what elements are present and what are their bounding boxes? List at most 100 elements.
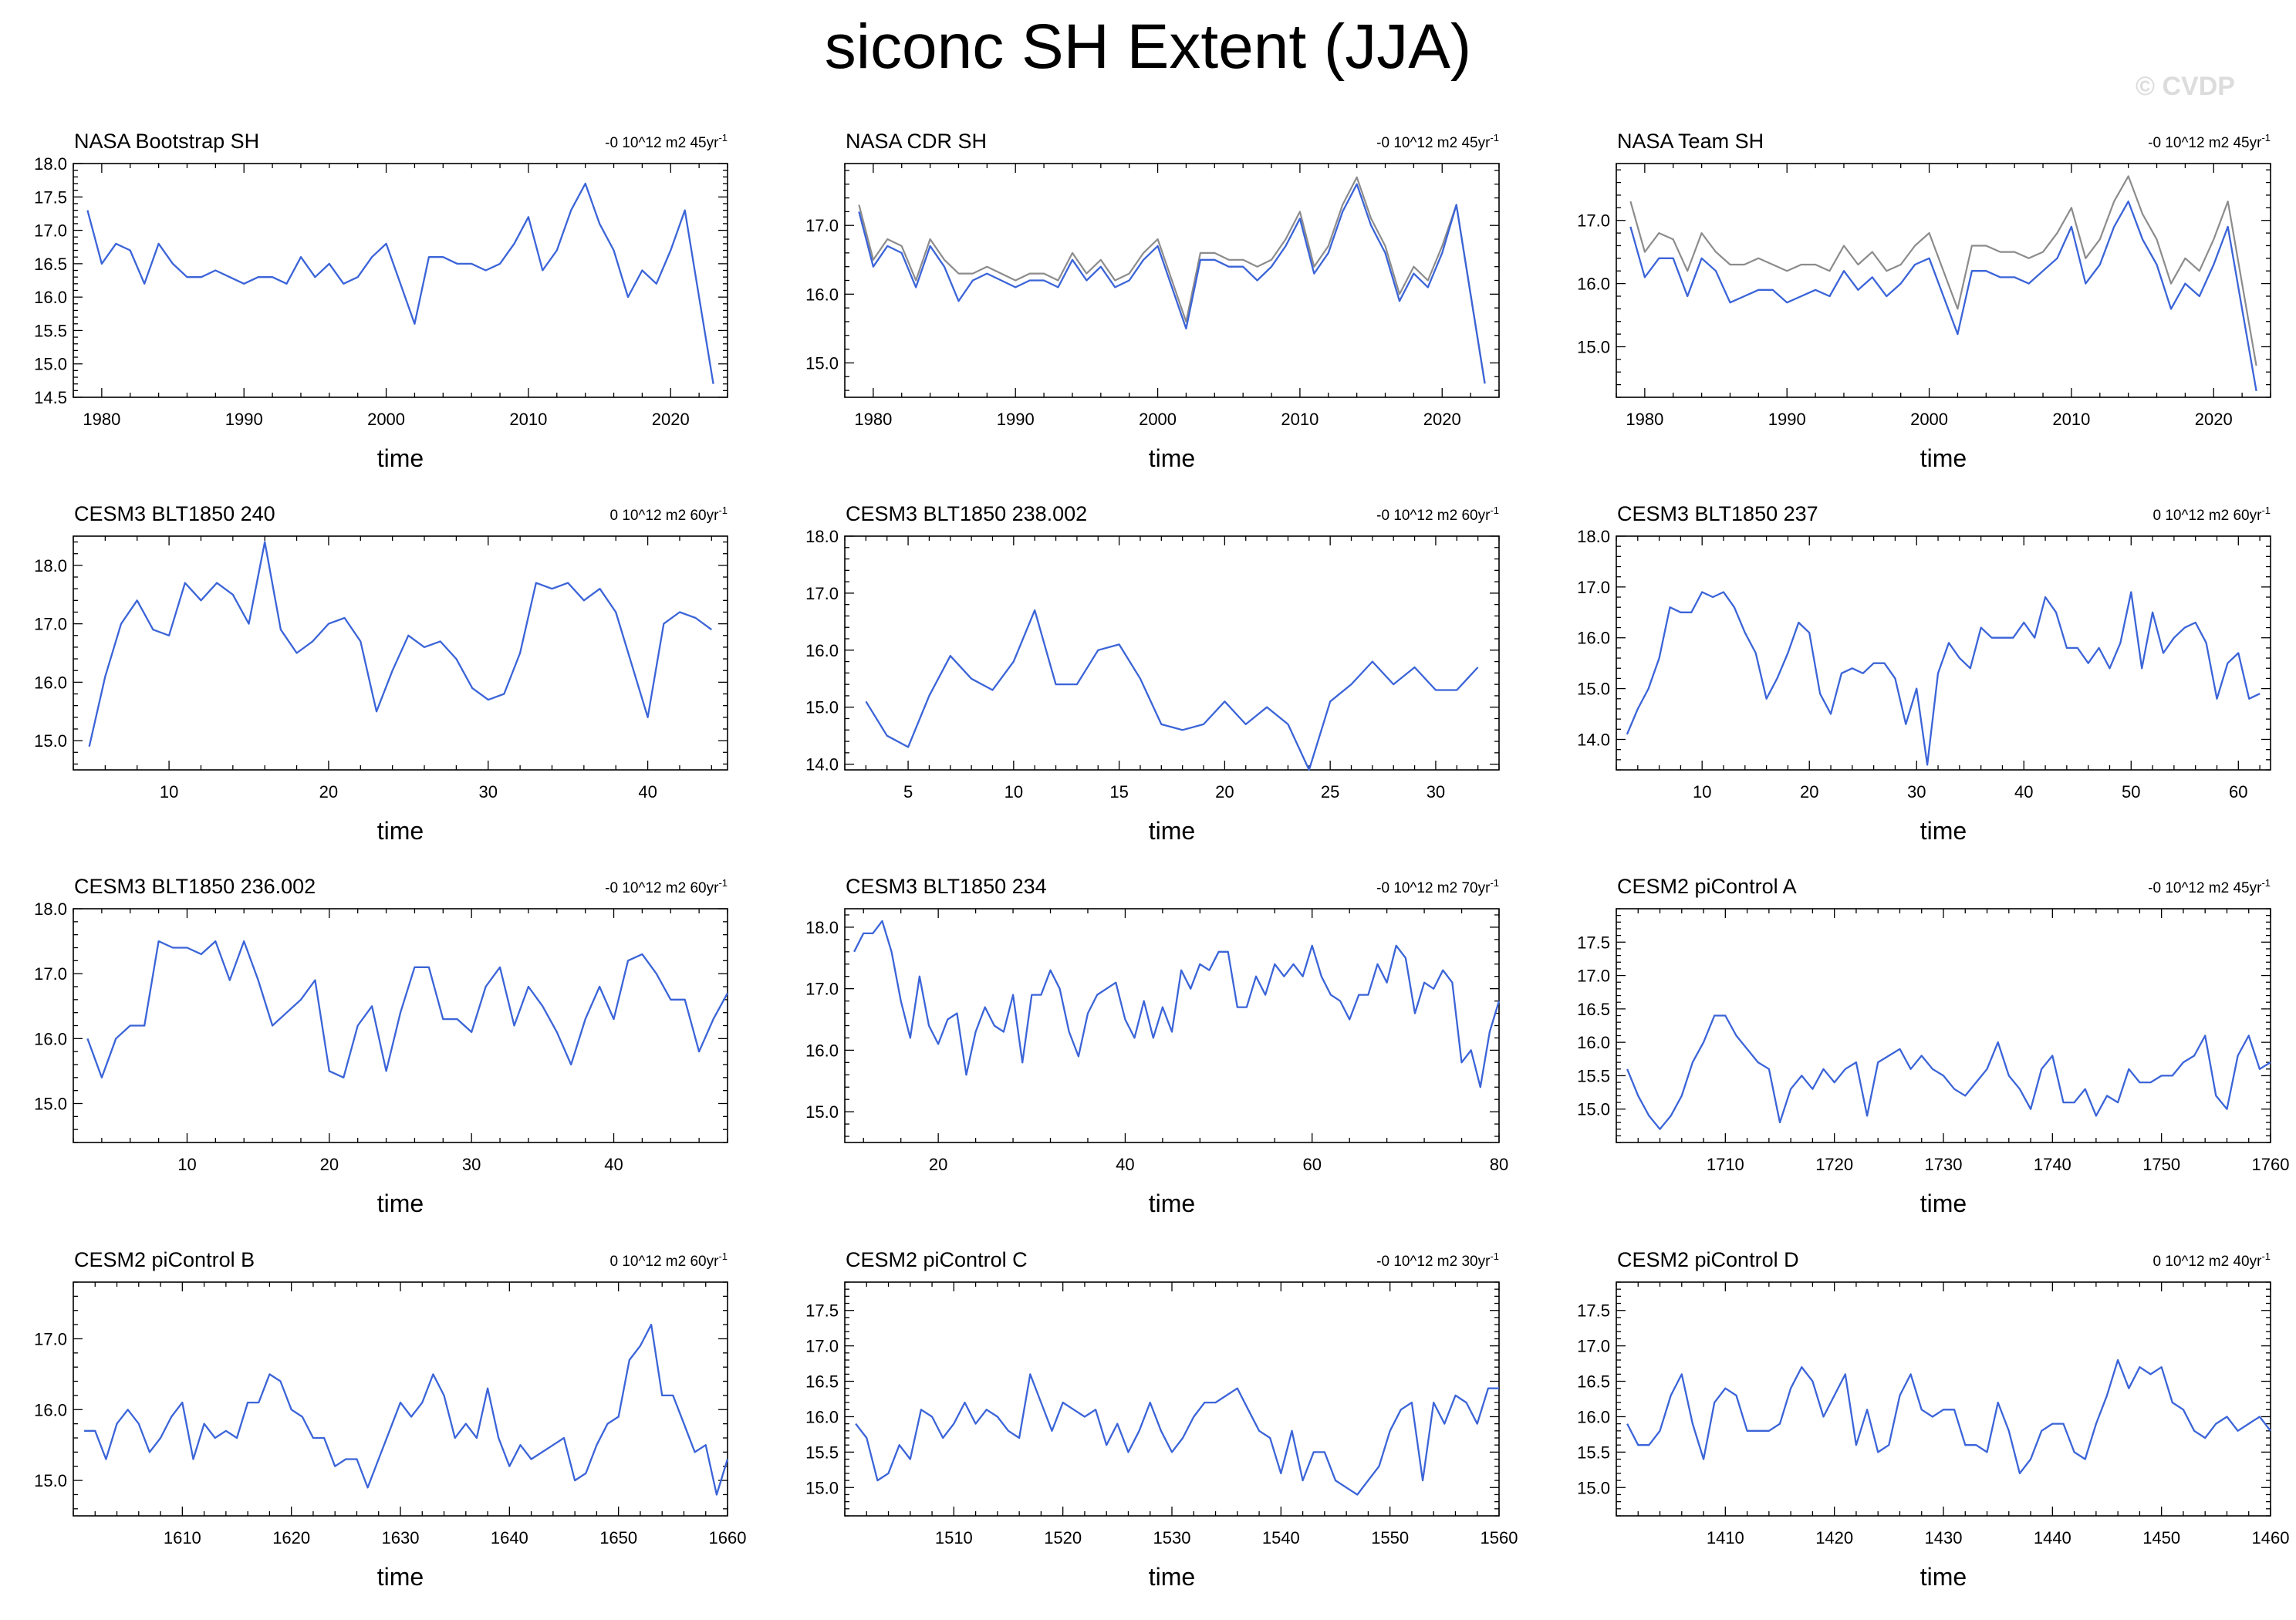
panel-10-xtick-label: 1610 xyxy=(164,1528,201,1547)
panel-12-xtick-label: 1460 xyxy=(2252,1528,2290,1547)
panel-4-annotation: 0 10^12 m2 60yr-1 xyxy=(609,505,728,524)
panel-1-ytick-label: 16.5 xyxy=(34,255,67,274)
panel-1-ytick-label: 15.0 xyxy=(34,355,67,374)
panel-12-series-line-model xyxy=(1626,1358,2271,1475)
panel-11-xtick-label: 1560 xyxy=(1481,1528,1518,1547)
panel-4-ytick-label: 15.0 xyxy=(34,731,67,751)
figure-title: siconc SH Extent (JJA) xyxy=(824,12,1472,82)
panel-11-ytick-label: 15.5 xyxy=(805,1443,839,1462)
panel-5-ytick-label: 14.0 xyxy=(805,755,839,775)
panel-8-annotation-superscript: -1 xyxy=(1490,877,1499,889)
panel-9-xtick-label: 1710 xyxy=(1707,1155,1744,1174)
panel-11-ytick-label: 16.5 xyxy=(805,1372,839,1392)
panel-11-xtick-label: 1520 xyxy=(1044,1528,1082,1547)
panel-2-xtick-label: 2010 xyxy=(1281,410,1319,429)
panel-8-ytick-label: 17.0 xyxy=(805,980,839,999)
panel-12-ytick-label: 16.0 xyxy=(1577,1407,1610,1426)
panel-5-series-line-model xyxy=(865,609,1479,771)
panel-1-xlabel: time xyxy=(377,444,424,472)
panel-8: CESM3 BLT1850 234 -0 10^12 m2 70yr-1 15.0 1… xyxy=(805,875,1508,1217)
panel-1-annotation-text: -0 10^12 m2 45yr xyxy=(605,135,719,151)
panel-7-annotation-text: -0 10^12 m2 60yr xyxy=(605,880,719,896)
panel-4-xtick-label: 40 xyxy=(638,782,657,802)
panel-5-annotation-superscript: -1 xyxy=(1490,505,1499,516)
panel-10-ytick-label: 17.0 xyxy=(34,1329,67,1348)
panel-8-ytick-label: 16.0 xyxy=(805,1041,839,1060)
panel-9-xtick-label: 1730 xyxy=(1925,1155,1963,1174)
panel-6-series-line-model xyxy=(1626,591,2261,766)
panel-3-series-line-model xyxy=(1629,200,2257,391)
panel-4-frame xyxy=(73,535,728,771)
panel-5-xtick-label: 5 xyxy=(903,782,913,802)
panel-12-ytick-label: 16.5 xyxy=(1577,1372,1610,1392)
panel-4-title: CESM3 BLT1850 240 xyxy=(74,502,275,525)
panel-11-annotation-text: -0 10^12 m2 30yr xyxy=(1376,1254,1491,1270)
panel-9-frame xyxy=(1616,908,2271,1143)
panel-8-xtick-label: 40 xyxy=(1116,1155,1134,1174)
panel-5-xtick-label: 15 xyxy=(1109,782,1128,802)
panel-1-ytick-label: 16.0 xyxy=(34,288,67,307)
panel-1-frame xyxy=(73,163,728,398)
panel-5-xtick-label: 30 xyxy=(1427,782,1445,802)
panel-12-ytick-label: 15.5 xyxy=(1577,1443,1610,1462)
panel-6-annotation: 0 10^12 m2 60yr-1 xyxy=(2152,505,2271,524)
panel-8-title: CESM3 BLT1850 234 xyxy=(846,875,1047,898)
panel-3-xlabel: time xyxy=(1920,444,1967,472)
panel-7-ytick-label: 15.0 xyxy=(34,1095,67,1114)
panel-2-series-line-obs xyxy=(858,176,1486,384)
panel-10-xtick-label: 1660 xyxy=(709,1528,747,1547)
panel-7-series-line-model xyxy=(86,940,729,1078)
panel-6-xtick-label: 30 xyxy=(1907,782,1926,802)
panel-12-xtick-label: 1410 xyxy=(1707,1528,1744,1547)
panel-9-ytick-label: 16.0 xyxy=(1577,1033,1610,1052)
panel-3-xtick-label: 2000 xyxy=(1910,410,1948,429)
panel-6-xtick-label: 60 xyxy=(2229,782,2247,802)
panel-7-annotation-superscript: -1 xyxy=(718,877,728,889)
panel-5-annotation: -0 10^12 m2 60yr-1 xyxy=(1376,505,1499,524)
panel-6: CESM3 BLT1850 237 0 10^12 m2 60yr-1 14.0 15… xyxy=(1577,502,2271,845)
panel-11-xlabel: time xyxy=(1149,1563,1195,1591)
panel-6-title: CESM3 BLT1850 237 xyxy=(1617,502,1818,525)
panel-2-annotation: -0 10^12 m2 45yr-1 xyxy=(1376,132,1499,151)
panel-6-ytick-label: 15.0 xyxy=(1577,680,1610,699)
panel-12-xtick-label: 1430 xyxy=(1925,1528,1963,1547)
panel-5-xtick-label: 10 xyxy=(1004,782,1023,802)
panel-2-ytick-label: 16.0 xyxy=(805,285,839,304)
panel-12-ytick-label: 15.0 xyxy=(1577,1478,1610,1497)
panel-11-annotation-superscript: -1 xyxy=(1490,1250,1499,1262)
panel-9-ytick-label: 15.5 xyxy=(1577,1066,1610,1085)
panel-4-xtick-label: 20 xyxy=(319,782,338,802)
panel-7-annotation: -0 10^12 m2 60yr-1 xyxy=(605,877,728,896)
panel-7-xtick-label: 30 xyxy=(462,1155,481,1174)
panel-3-xtick-label: 2020 xyxy=(2195,410,2233,429)
panel-5-annotation-text: -0 10^12 m2 60yr xyxy=(1376,508,1491,524)
panel-3-ytick-label: 15.0 xyxy=(1577,337,1610,356)
panel-10-annotation: 0 10^12 m2 60yr-1 xyxy=(609,1250,728,1270)
panel-1-ytick-label: 14.5 xyxy=(34,388,67,407)
panel-1-xtick-label: 1980 xyxy=(83,410,120,429)
panel-10-xlabel: time xyxy=(377,1563,424,1591)
panel-1-ytick-label: 17.0 xyxy=(34,221,67,241)
panel-8-ytick-label: 18.0 xyxy=(805,918,839,937)
panel-5-xlabel: time xyxy=(1149,817,1195,845)
panel-7-ytick-label: 18.0 xyxy=(34,899,67,919)
panel-2-xtick-label: 2000 xyxy=(1139,410,1177,429)
panel-7-xtick-label: 20 xyxy=(320,1155,339,1174)
panel-7-xtick-label: 40 xyxy=(604,1155,623,1174)
panel-2-xtick-label: 1980 xyxy=(854,410,892,429)
panel-10-frame xyxy=(73,1281,728,1517)
panel-1-ytick-label: 18.0 xyxy=(34,154,67,174)
panel-1-series-line-model xyxy=(86,182,714,384)
panel-10-annotation-text: 0 10^12 m2 60yr xyxy=(609,1254,719,1270)
panel-11-ytick-label: 17.0 xyxy=(805,1337,839,1356)
panel-6-ytick-label: 18.0 xyxy=(1577,527,1610,546)
panel-5-title: CESM3 BLT1850 238.002 xyxy=(846,502,1087,525)
panel-1: NASA Bootstrap SH -0 10^12 m2 45yr-1 14.5 1… xyxy=(34,130,728,472)
panel-5-ytick-label: 17.0 xyxy=(805,584,839,603)
panel-8-xtick-label: 60 xyxy=(1302,1155,1321,1174)
panel-3: NASA Team SH -0 10^12 m2 45yr-1 15.0 16.0 17… xyxy=(1577,130,2271,472)
panel-6-annotation-text: 0 10^12 m2 60yr xyxy=(2152,508,2262,524)
panel-9-title: CESM2 piControl A xyxy=(1617,875,1797,898)
panel-11-annotation: -0 10^12 m2 30yr-1 xyxy=(1376,1250,1499,1270)
